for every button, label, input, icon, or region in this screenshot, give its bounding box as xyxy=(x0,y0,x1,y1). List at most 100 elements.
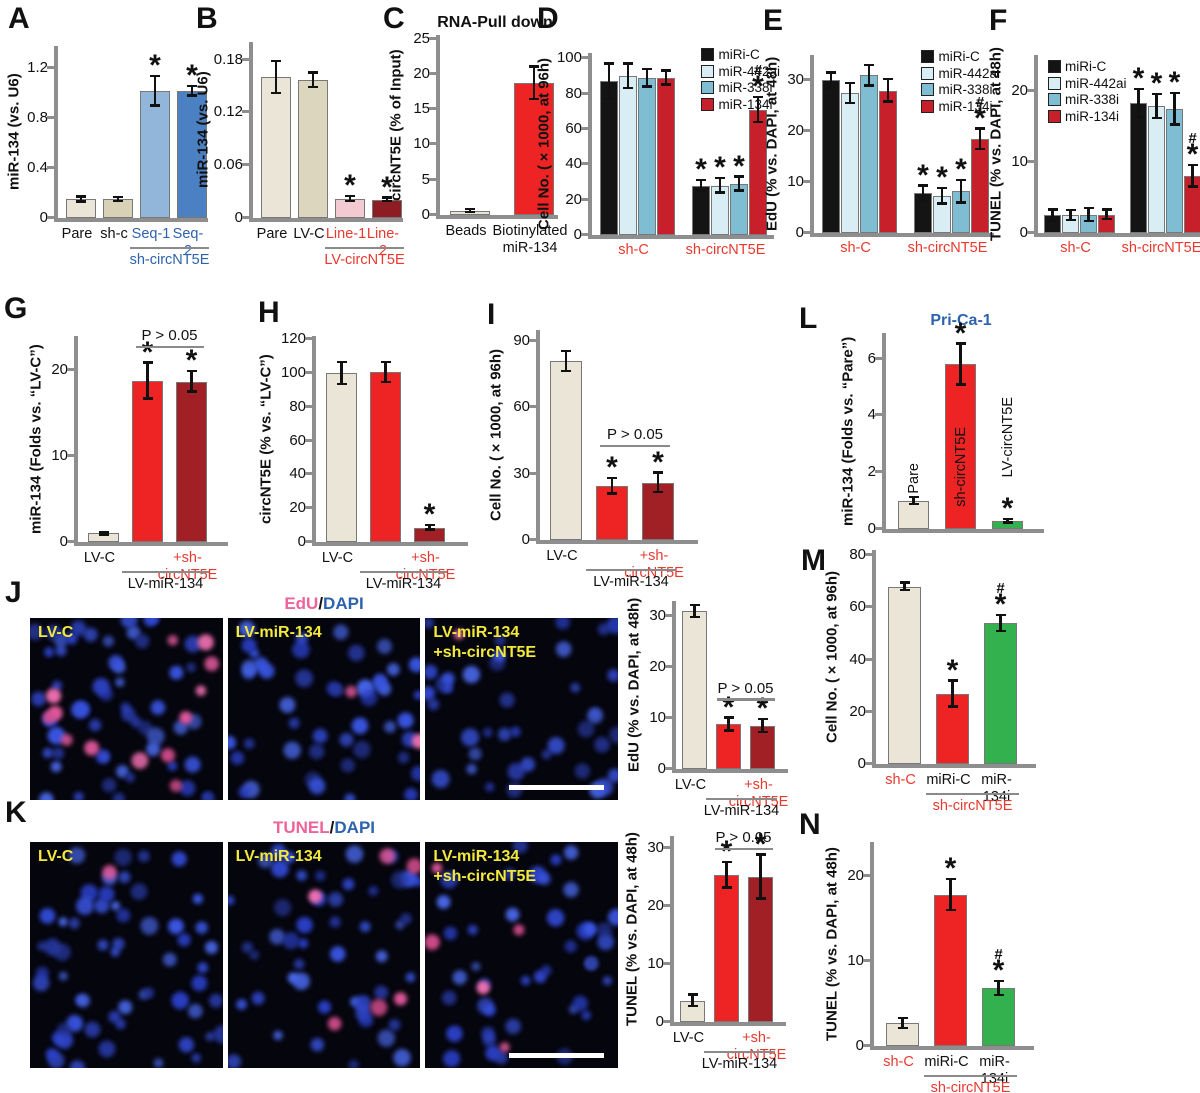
error-bar xyxy=(532,66,536,100)
error-bar xyxy=(610,478,614,494)
error-bar xyxy=(1137,89,1140,118)
y-tick-mark xyxy=(1027,231,1035,234)
significance-marker: * xyxy=(907,160,939,190)
legend-label: miR-338i xyxy=(718,80,773,95)
plot-area: * # * xyxy=(872,550,1036,768)
y-axis-label: circNT5E (% of Input) xyxy=(387,49,405,201)
asterisk-symbol: * xyxy=(1132,62,1145,96)
group-labels: sh-C sh-circNT5E xyxy=(1034,240,1200,280)
plot-area: * * xyxy=(249,42,403,222)
group-label: sh-circNT5E xyxy=(129,252,210,268)
y-axis: 0 30 60 90 xyxy=(506,330,537,548)
y-tick-mark xyxy=(242,163,250,167)
bar-E-1 xyxy=(841,93,859,233)
y-tick-mark xyxy=(865,553,873,557)
panel-label-A: A xyxy=(8,2,30,35)
y-tick-label: 1.2 xyxy=(27,59,48,77)
y-axis: 0 2 4 6 xyxy=(858,333,883,537)
significance-marker: * xyxy=(747,694,779,724)
asterisk-symbol: * xyxy=(606,451,618,485)
error-bar-cap xyxy=(864,63,874,67)
y-axis: 0 10 20 30 xyxy=(782,55,811,241)
legend-item: miR-442ai xyxy=(701,64,780,79)
y-axis-label: miR-134 (vs. U6) xyxy=(194,71,212,189)
bar-E-3 xyxy=(879,90,897,233)
legend-swatch xyxy=(701,64,715,78)
error-bar-cap xyxy=(382,199,392,203)
bar-Pare xyxy=(261,77,291,218)
y-tick-label: 0 xyxy=(573,226,582,243)
plot-column: * * P > 0.05 LV-C +sh-circNT5E LV-miR-134 xyxy=(536,330,698,609)
asterisk-symbol: * xyxy=(381,170,393,204)
y-tick-mark xyxy=(305,337,313,341)
panel-label-H: H xyxy=(258,296,280,329)
error-bar xyxy=(761,719,764,733)
y-tick-mark xyxy=(429,36,437,40)
fluorescence-field xyxy=(227,620,421,800)
plot-area: * * P > 0.05 xyxy=(672,601,788,773)
asterisk-symbol: * xyxy=(733,149,745,183)
y-axis: 0 10 20 30 xyxy=(644,601,673,777)
group-label: LV-circNT5E xyxy=(324,252,405,268)
error-bar xyxy=(901,1017,904,1029)
error-bar-cap xyxy=(382,196,392,199)
error-bar-cap xyxy=(883,78,893,81)
error-bar xyxy=(274,61,278,94)
bar-miR-134i xyxy=(982,988,1015,1046)
y-tick-mark xyxy=(863,874,871,877)
error-bar-cap xyxy=(897,1016,908,1019)
bar-D-1 xyxy=(619,75,637,235)
x-label-Biotinylated-miR-134: Biotinylated miR-134 xyxy=(492,223,568,256)
legend-item: miR-134i xyxy=(701,97,780,112)
legend-label: miR-134i xyxy=(718,96,773,112)
significance-marker: * xyxy=(935,854,967,884)
x-axis-labels: Pare sh-c Seq-1 Seq-2 xyxy=(54,226,204,259)
error-bar-cap xyxy=(757,717,768,721)
fluorescence-field xyxy=(425,842,619,1068)
x-label-sh-c: sh-c xyxy=(100,226,128,242)
error-bar-cap xyxy=(975,127,985,130)
hash-symbol: # xyxy=(994,946,1003,964)
y-tick-mark xyxy=(665,767,673,770)
y-axis-label: miR-134 (vs. U6) xyxy=(5,73,23,191)
y-tick-mark xyxy=(429,177,437,181)
y-tick-label: 0.18 xyxy=(213,50,243,68)
chart-B: miR-134 (vs. U6) 0 0.06 0.12 0.18 * * Pare LV-C L… xyxy=(193,42,405,287)
y-tick-mark xyxy=(581,233,589,236)
error-bar xyxy=(921,185,925,201)
chart-M: Cell No. (×1000, at 96h) 0 20 40 60 80 * # * sh-C… xyxy=(822,547,1036,833)
error-bar xyxy=(718,178,722,193)
y-tick-label: 40 xyxy=(565,155,582,173)
error-bar-cap xyxy=(696,178,706,182)
error-bar xyxy=(867,65,871,86)
group-labels: LV-circNT5E xyxy=(249,247,405,287)
error-bar-cap xyxy=(753,120,763,123)
bar-H-1 xyxy=(370,372,401,542)
y-tick-mark xyxy=(242,216,250,219)
y-tick-mark xyxy=(865,605,873,609)
group-label: LV-miR-134 xyxy=(365,576,442,592)
asterisk-symbol: * xyxy=(955,153,967,187)
panel-label-L: L xyxy=(799,302,818,335)
error-bar xyxy=(959,343,962,385)
plot-column: Beads Biotinylated miR-134 xyxy=(436,35,567,256)
error-bar-cap xyxy=(687,1004,698,1008)
error-bar xyxy=(997,981,1000,995)
error-bar xyxy=(848,83,852,104)
x-label-+sh-circNT5E: +sh-circNT5E xyxy=(726,1030,787,1063)
error-bar-cap xyxy=(908,495,919,499)
y-tick-label: 60 xyxy=(289,431,306,449)
error-bar-cap xyxy=(721,860,732,864)
error-bar-cap xyxy=(561,349,571,352)
error-bar-cap xyxy=(150,74,160,77)
y-axis: 0 0.4 0.8 1.2 xyxy=(24,46,55,226)
y-axis-label: circNT5E (% vs. “LV-C”) xyxy=(257,354,275,524)
bar-G-1 xyxy=(132,380,163,542)
error-bar-cap xyxy=(734,175,744,178)
error-bar-cap xyxy=(734,189,744,192)
group-labels: LV-miR-134 xyxy=(536,569,694,609)
plot-column: * * * # * miRi-C miR-442ai miR-338i miR-134i sh-C… xyxy=(810,49,1000,280)
bar-LV-C xyxy=(326,373,357,542)
error-bar-cap xyxy=(753,95,763,99)
panel-label-N: N xyxy=(799,808,821,841)
